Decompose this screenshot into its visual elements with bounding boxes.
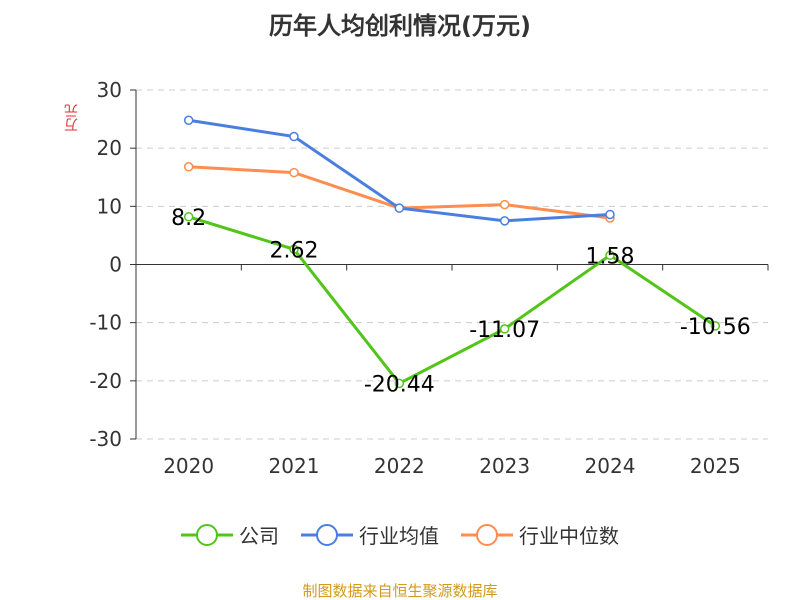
data-point (394, 203, 405, 213)
data-label: 8.2 (171, 206, 206, 231)
data-point (710, 321, 721, 331)
x-tick-label: 2022 (374, 454, 425, 478)
legend-item[interactable]: 行业均值 (301, 520, 439, 549)
data-point (289, 244, 299, 255)
data-point (183, 115, 194, 125)
data-point (605, 250, 615, 261)
legend-line-circle-icon (301, 523, 353, 546)
data-point (499, 199, 510, 210)
x-tick-label: 2025 (690, 454, 741, 478)
data-point (183, 162, 194, 172)
x-tick-label: 2024 (585, 454, 636, 478)
legend-line-circle-icon (181, 523, 233, 546)
data-point (289, 167, 299, 178)
y-tick-label: 30 (97, 78, 122, 102)
x-tick-label: 2021 (269, 454, 320, 478)
data-point (183, 212, 194, 222)
data-label: -11.07 (469, 318, 540, 343)
source-note: 制图数据来自恒生聚源数据库 (302, 582, 498, 600)
data-label: -10.56 (680, 315, 751, 340)
legend-label: 行业中位数 (519, 524, 619, 548)
y-tick-label: -10 (89, 311, 122, 335)
data-point (499, 216, 510, 226)
chart-title: 历年人均创利情况(万元) (269, 12, 531, 40)
data-point (499, 324, 510, 334)
x-tick-label: 2020 (163, 454, 214, 478)
y-tick-label: 20 (97, 136, 122, 160)
legend-line-circle-icon (461, 523, 513, 546)
data-label: 1.58 (586, 244, 635, 269)
data-label: 2.62 (270, 238, 319, 263)
y-tick-label: -20 (89, 369, 122, 393)
legend-label: 行业均值 (359, 524, 439, 548)
y-tick-label: 0 (109, 253, 122, 277)
y-tick-label: -30 (89, 427, 122, 451)
data-point (394, 378, 405, 389)
data-point (289, 131, 299, 142)
y-tick-label: 10 (97, 194, 122, 218)
series-line (188, 215, 717, 386)
legend: 公司 行业均值 行业中位数 (0, 520, 800, 549)
data-point (605, 209, 615, 220)
legend-item[interactable]: 公司 (181, 520, 279, 549)
data-label: -20.44 (364, 372, 435, 397)
legend-item[interactable]: 行业中位数 (461, 520, 619, 549)
legend-label: 公司 (239, 524, 279, 548)
x-tick-label: 2023 (479, 454, 530, 478)
